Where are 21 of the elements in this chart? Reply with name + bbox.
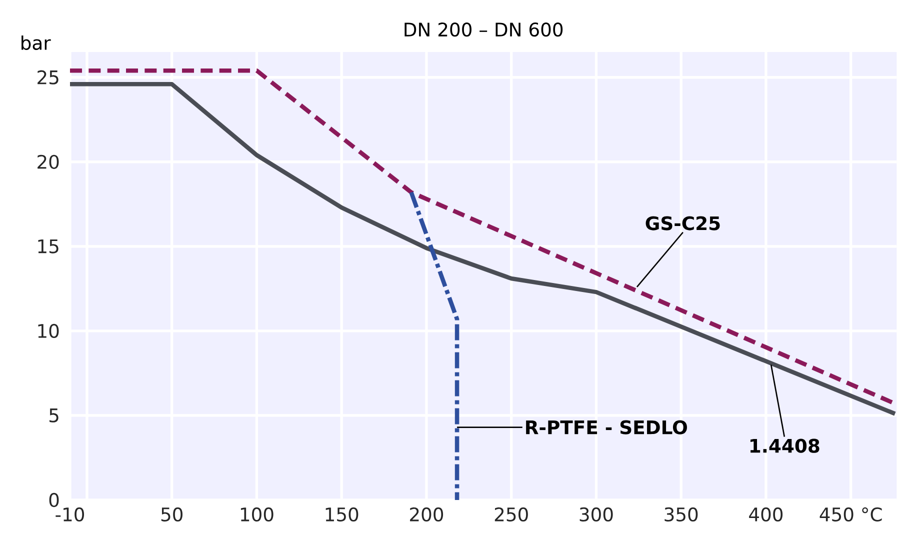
x-tick-label: 400 xyxy=(749,507,783,522)
x-tick-label: 200 xyxy=(410,507,444,522)
y-tick-label: 10 xyxy=(38,324,59,338)
x-tick-label: 350 xyxy=(664,507,698,522)
y-tick-label: 15 xyxy=(38,239,58,254)
x-tick-label: -10 xyxy=(56,507,84,522)
annotation: GS-C25 xyxy=(646,216,720,230)
x-tick-label: 50 xyxy=(161,507,182,522)
annotation: 1.4408 xyxy=(750,438,820,453)
y-tick-label: 20 xyxy=(38,154,59,169)
x-tick-label: 100 xyxy=(240,507,274,522)
y-tick-label: 25 xyxy=(38,70,58,84)
y-tick-label: 0 xyxy=(49,492,59,508)
x-tick-label: 150 xyxy=(326,507,358,522)
chart-title: DN 200 – DN 600 xyxy=(404,22,563,37)
annotation: R-PTFE - SEDLO xyxy=(526,420,687,434)
x-tick-label: 250 xyxy=(494,507,528,522)
x-tick-label: 450 °C xyxy=(820,507,882,522)
y-axis-title: bar xyxy=(22,36,51,50)
y-tick-label: 5 xyxy=(50,408,58,422)
x-tick-label: 300 xyxy=(580,507,613,522)
